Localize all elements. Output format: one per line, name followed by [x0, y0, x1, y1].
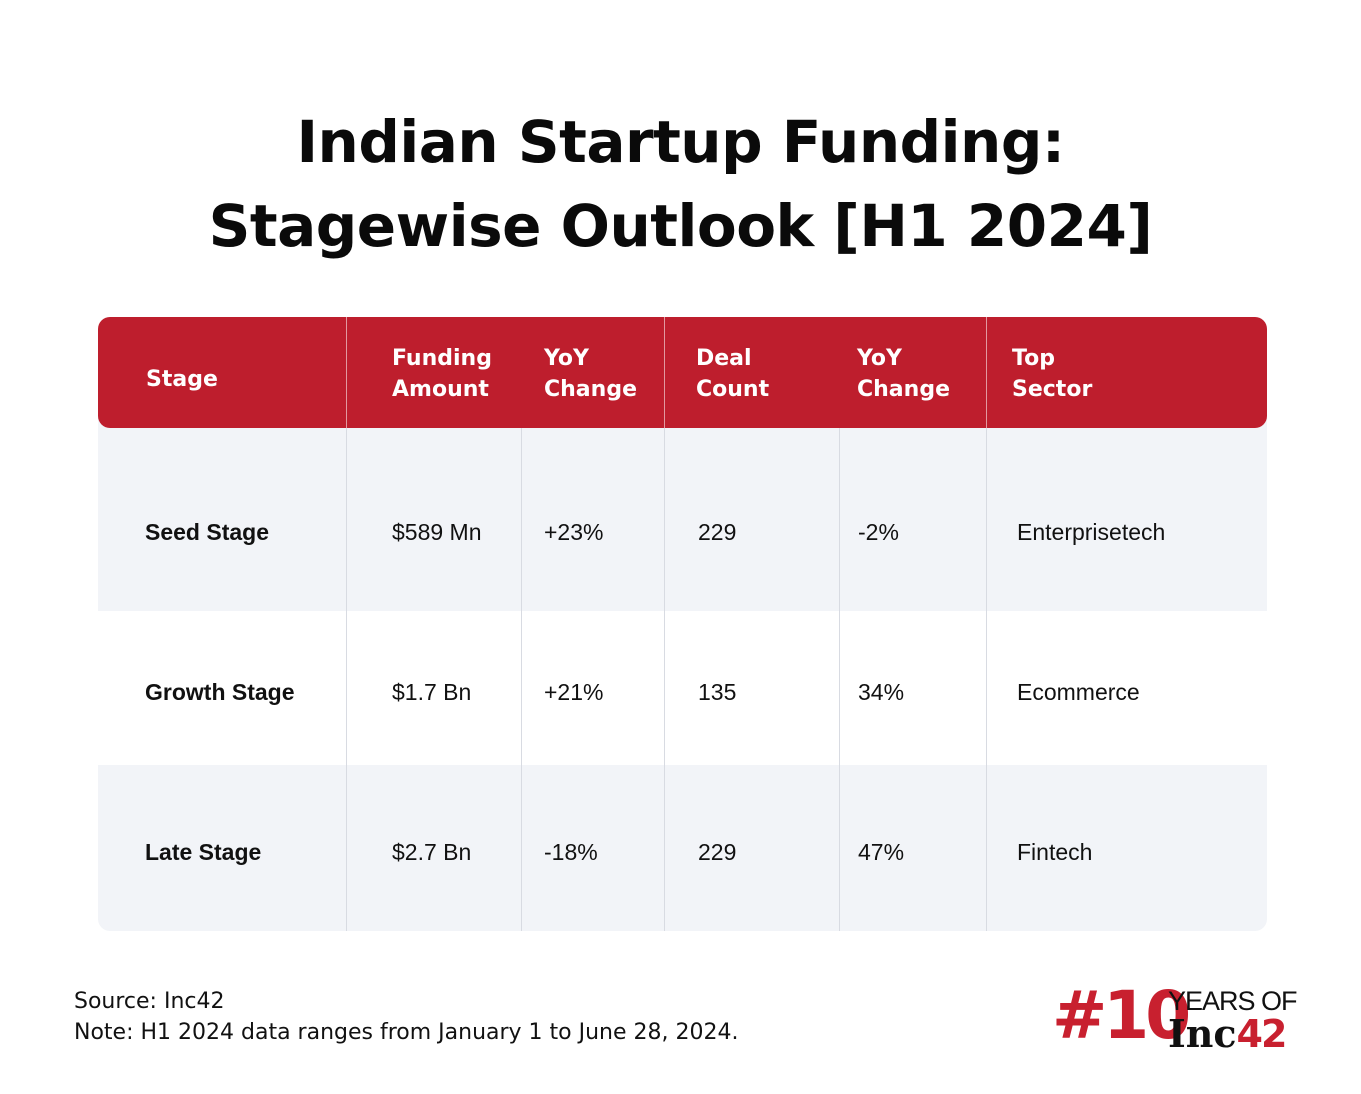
column-divider — [986, 428, 987, 931]
cell-funding-yoy: -18% — [544, 839, 598, 865]
date-range-note: Note: H1 2024 data ranges from January 1… — [74, 1020, 739, 1045]
header-funding-yoy-change: YoY Change — [544, 346, 637, 402]
cell-top-sector: Fintech — [1017, 839, 1093, 865]
cell-top-sector: Ecommerce — [1017, 679, 1140, 705]
cell-stage: Late Stage — [145, 839, 262, 865]
header-deal-yoy-change: YoY Change — [857, 346, 950, 402]
header-divider — [986, 317, 987, 428]
header-stage: Stage — [146, 367, 218, 392]
column-divider — [664, 428, 665, 931]
table-row-bg-growth — [98, 611, 1267, 765]
header-deal-count: Deal Count — [696, 346, 770, 402]
header-funding-amount: Funding Amount — [392, 346, 492, 402]
cell-top-sector: Enterprisetech — [1017, 519, 1166, 545]
logo-years-text: YEARS OF — [1168, 986, 1298, 1016]
cell-deal-count: 229 — [698, 839, 737, 865]
title-line-1: Indian Startup Funding: — [296, 108, 1065, 176]
source-note: Source: Inc42 — [74, 989, 225, 1014]
logo-brand: Inc42 — [1168, 1011, 1288, 1057]
cell-funding-amount: $2.7 Bn — [392, 839, 472, 865]
logo-number: #10 — [1052, 977, 1191, 1054]
title-line-2: Stagewise Outlook [H1 2024] — [208, 192, 1153, 260]
cell-deal-count: 229 — [698, 519, 737, 545]
logo-brand-text: Inc — [1168, 1011, 1237, 1056]
footer-notes: Source: Inc42 Note: H1 2024 data ranges … — [74, 986, 739, 1048]
header-divider — [346, 317, 347, 428]
cell-deal-count: 135 — [698, 679, 737, 705]
cell-stage: Seed Stage — [145, 519, 269, 545]
cell-stage: Growth Stage — [145, 679, 295, 705]
funding-table: Stage Funding Amount YoY Change Deal Cou… — [98, 317, 1267, 931]
inc42-10-years-logo: #10 YEARS OF Inc42 — [1052, 980, 1302, 1057]
column-divider — [839, 428, 840, 931]
table-row-bg-late — [98, 765, 1267, 931]
column-divider — [521, 428, 522, 931]
cell-funding-amount: $589 Mn — [392, 519, 482, 545]
cell-funding-yoy: +23% — [544, 519, 604, 545]
cell-funding-yoy: +21% — [544, 679, 604, 705]
cell-deal-yoy: 47% — [858, 839, 905, 865]
logo-brand-number: 42 — [1236, 1012, 1288, 1056]
column-divider — [346, 428, 347, 931]
table-row-bg-seed — [98, 417, 1267, 611]
cell-funding-amount: $1.7 Bn — [392, 679, 472, 705]
header-divider — [664, 317, 665, 428]
header-top-sector: Top Sector — [1012, 346, 1093, 402]
cell-deal-yoy: 34% — [858, 679, 905, 705]
cell-deal-yoy: -2% — [858, 519, 899, 545]
table-header: Stage Funding Amount YoY Change Deal Cou… — [98, 317, 1267, 428]
page-title: Indian Startup Funding: Stagewise Outloo… — [0, 100, 1361, 268]
